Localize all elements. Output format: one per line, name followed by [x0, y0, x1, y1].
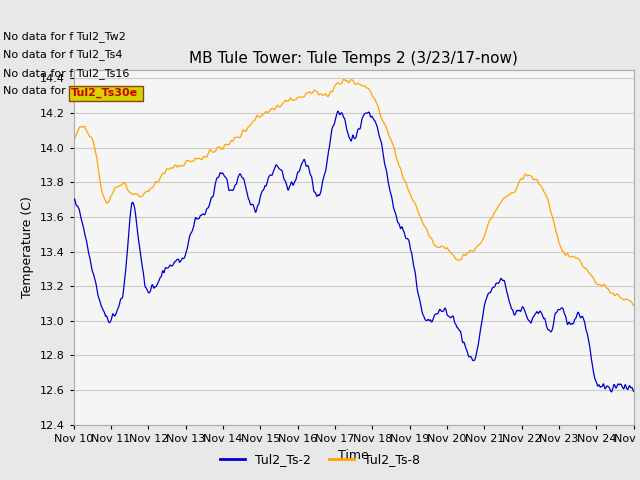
Y-axis label: Temperature (C): Temperature (C)	[21, 196, 34, 298]
Legend: Tul2_Ts-2, Tul2_Ts-8: Tul2_Ts-2, Tul2_Ts-8	[214, 448, 426, 471]
Text: No data for f Tul2_Ts16: No data for f Tul2_Ts16	[3, 68, 129, 79]
Text: No data for f Tul2_Ts4: No data for f Tul2_Ts4	[3, 49, 123, 60]
Title: MB Tule Tower: Tule Temps 2 (3/23/17-now): MB Tule Tower: Tule Temps 2 (3/23/17-now…	[189, 51, 518, 66]
Text: Tul2_Ts30e: Tul2_Ts30e	[70, 87, 138, 98]
Text: No data for f Tul2_Tw2: No data for f Tul2_Tw2	[3, 31, 126, 42]
X-axis label: Time: Time	[338, 449, 369, 462]
Text: No data for f: No data for f	[3, 86, 77, 96]
